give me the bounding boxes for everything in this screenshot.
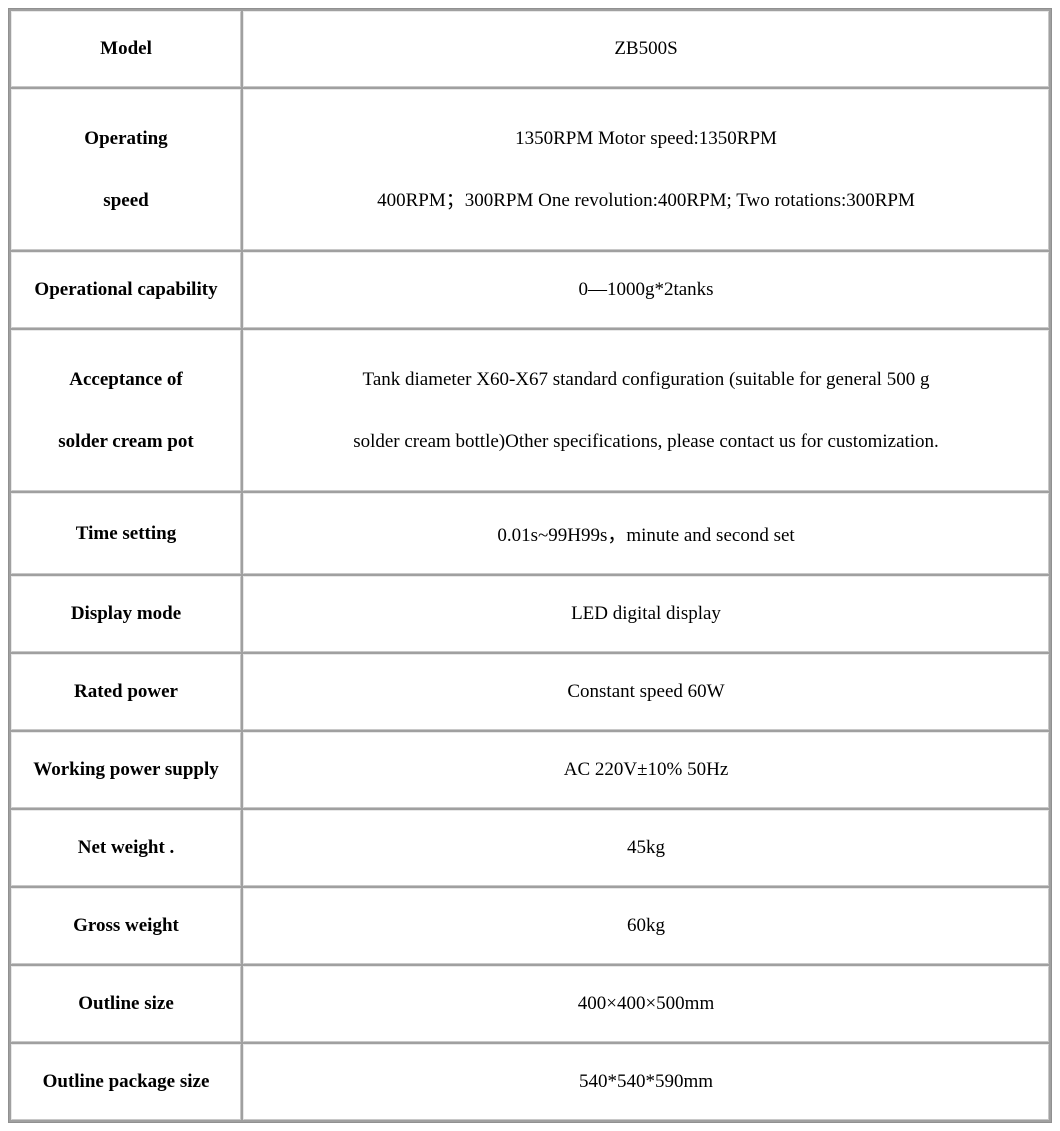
spec-value: Tank diameter X60-X67 standard configura… <box>243 330 1049 491</box>
spec-label-line: solder cream pot <box>20 411 232 473</box>
spec-value-line: 400×400×500mm <box>252 985 1040 1023</box>
spec-value-line: Tank diameter X60-X67 standard configura… <box>252 349 1040 411</box>
table-row: Gross weight 60kg <box>11 888 1049 964</box>
spec-label-line: Outline size <box>20 985 232 1023</box>
table-row: Operational capability 0—1000g*2tanks <box>11 252 1049 328</box>
spec-value-line: 1350RPM Motor speed:1350RPM <box>252 108 1040 170</box>
spec-label: Outline size <box>11 966 241 1042</box>
spec-value-line: LED digital display <box>252 595 1040 633</box>
spec-label-line: Acceptance of <box>20 349 232 411</box>
spec-table: ModelZB500SOperatingspeed1350RPM Motor s… <box>8 8 1052 1123</box>
spec-value-line: Constant speed 60W <box>252 673 1040 711</box>
spec-value: 45kg <box>243 810 1049 886</box>
spec-label: Acceptance ofsolder cream pot <box>11 330 241 491</box>
table-row: Net weight . 45kg <box>11 810 1049 886</box>
table-row: Rated power Constant speed 60W <box>11 654 1049 730</box>
spec-value: 60kg <box>243 888 1049 964</box>
spec-value: 400×400×500mm <box>243 966 1049 1042</box>
table-row: Working power supply AC 220V±10% 50Hz <box>11 732 1049 808</box>
spec-value: LED digital display <box>243 576 1049 652</box>
spec-value-line: 45kg <box>252 829 1040 867</box>
table-row: Display mode LED digital display <box>11 576 1049 652</box>
spec-label: Operational capability <box>11 252 241 328</box>
spec-label-line: Operating <box>20 108 232 170</box>
spec-value: ZB500S <box>243 11 1049 87</box>
spec-label-line: Display mode <box>20 595 232 633</box>
spec-value-line: 60kg <box>252 907 1040 945</box>
table-row: Time setting 0.01s~99H99s，minute and seco… <box>11 493 1049 574</box>
spec-label: Model <box>11 11 241 87</box>
spec-table-body: ModelZB500SOperatingspeed1350RPM Motor s… <box>11 11 1049 1120</box>
spec-label: Working power supply <box>11 732 241 808</box>
table-row: Outline size 400×400×500mm <box>11 966 1049 1042</box>
spec-value-line: 540*540*590mm <box>252 1063 1040 1101</box>
spec-value-line: solder cream bottle)Other specifications… <box>252 411 1040 473</box>
spec-value: 0—1000g*2tanks <box>243 252 1049 328</box>
spec-label: Net weight . <box>11 810 241 886</box>
spec-label: Outline package size <box>11 1044 241 1120</box>
spec-label-line: Outline package size <box>20 1063 232 1101</box>
spec-label: Time setting <box>11 493 241 574</box>
spec-label-line: Working power supply <box>20 751 232 789</box>
spec-label-line: Rated power <box>20 673 232 711</box>
spec-label-line: Time setting <box>20 515 232 553</box>
spec-value-line: AC 220V±10% 50Hz <box>252 751 1040 789</box>
spec-label-line: Gross weight <box>20 907 232 945</box>
spec-label-line: speed <box>20 170 232 232</box>
spec-label: Rated power <box>11 654 241 730</box>
spec-label: Operatingspeed <box>11 89 241 250</box>
spec-value-line: 0—1000g*2tanks <box>252 271 1040 309</box>
table-row: Outline package size 540*540*590mm <box>11 1044 1049 1120</box>
spec-label: Gross weight <box>11 888 241 964</box>
table-row: Model ZB500S <box>11 11 1049 87</box>
spec-value: Constant speed 60W <box>243 654 1049 730</box>
spec-value-line: ZB500S <box>252 30 1040 68</box>
spec-value: 540*540*590mm <box>243 1044 1049 1120</box>
spec-value-line: 400RPM；300RPM One revolution:400RPM; Two… <box>252 170 1040 232</box>
spec-label: Display mode <box>11 576 241 652</box>
spec-label-line: Model <box>20 30 232 68</box>
spec-label-line: Net weight . <box>20 829 232 867</box>
table-row: Acceptance ofsolder cream potTank diamet… <box>11 330 1049 491</box>
spec-value: 0.01s~99H99s，minute and second set <box>243 493 1049 574</box>
spec-value: 1350RPM Motor speed:1350RPM400RPM；300RPM… <box>243 89 1049 250</box>
table-row: Operatingspeed1350RPM Motor speed:1350RP… <box>11 89 1049 250</box>
spec-label-line: Operational capability <box>20 271 232 309</box>
spec-value-line: 0.01s~99H99s，minute and second set <box>252 512 1040 555</box>
spec-value: AC 220V±10% 50Hz <box>243 732 1049 808</box>
